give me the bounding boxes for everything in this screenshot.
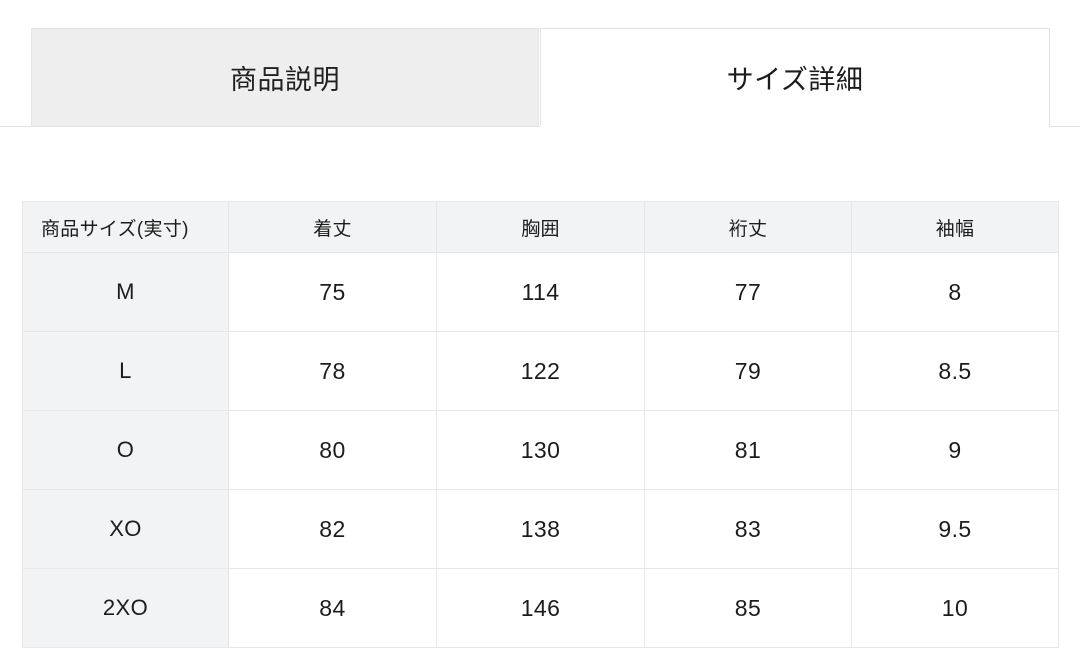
table-row: XO 82 138 83 9.5 — [22, 489, 1059, 569]
table-row: O 80 130 81 9 — [22, 410, 1059, 490]
size-table-header: 商品サイズ(実寸) 着丈 胸囲 裄丈 袖幅 — [22, 201, 1059, 253]
row-size-label: XO — [22, 489, 229, 569]
cell-body-length: 80 — [228, 410, 437, 490]
column-header-body-length: 着丈 — [228, 201, 437, 253]
row-size-label: M — [22, 252, 229, 332]
cell-body-length: 75 — [228, 252, 437, 332]
row-size-label: O — [22, 410, 229, 490]
table-header-row: 商品サイズ(実寸) 着丈 胸囲 裄丈 袖幅 — [22, 201, 1059, 253]
cell-sleeve-length: 81 — [644, 410, 852, 490]
row-size-label: L — [22, 331, 229, 411]
cell-chest: 130 — [436, 410, 645, 490]
cell-chest: 122 — [436, 331, 645, 411]
column-header-product-size: 商品サイズ(実寸) — [22, 201, 229, 253]
size-table-body: M 75 114 77 8 L 78 122 79 8.5 O 80 130 8… — [22, 252, 1059, 648]
cell-sleeve-length: 79 — [644, 331, 852, 411]
tab-product-description-label: 商品説明 — [230, 65, 340, 95]
product-detail-tabbar: 商品説明 サイズ詳細 — [0, 0, 1080, 128]
cell-sleeve-length: 83 — [644, 489, 852, 569]
row-size-label: 2XO — [22, 568, 229, 648]
cell-sleeve-width: 9 — [851, 410, 1059, 490]
cell-body-length: 84 — [228, 568, 437, 648]
table-row: L 78 122 79 8.5 — [22, 331, 1059, 411]
tab-size-details[interactable]: サイズ詳細 — [540, 28, 1050, 127]
cell-chest: 114 — [436, 252, 645, 332]
tab-product-description[interactable]: 商品説明 — [31, 28, 539, 127]
tab-size-details-label: サイズ詳細 — [726, 65, 864, 95]
cell-body-length: 78 — [228, 331, 437, 411]
cell-sleeve-length: 85 — [644, 568, 852, 648]
cell-sleeve-width: 9.5 — [851, 489, 1059, 569]
cell-chest: 146 — [436, 568, 645, 648]
cell-body-length: 82 — [228, 489, 437, 569]
cell-sleeve-width: 8 — [851, 252, 1059, 332]
column-header-sleeve-width: 袖幅 — [851, 201, 1059, 253]
cell-sleeve-width: 8.5 — [851, 331, 1059, 411]
cell-chest: 138 — [436, 489, 645, 569]
size-table: 商品サイズ(実寸) 着丈 胸囲 裄丈 袖幅 M 75 114 77 8 L 78… — [22, 201, 1059, 648]
cell-sleeve-width: 10 — [851, 568, 1059, 648]
column-header-sleeve-length: 裄丈 — [644, 201, 852, 253]
table-row: M 75 114 77 8 — [22, 252, 1059, 332]
table-row: 2XO 84 146 85 10 — [22, 568, 1059, 648]
column-header-chest: 胸囲 — [436, 201, 645, 253]
cell-sleeve-length: 77 — [644, 252, 852, 332]
size-details-panel: 商品サイズ(実寸) 着丈 胸囲 裄丈 袖幅 M 75 114 77 8 L 78… — [22, 201, 1059, 648]
